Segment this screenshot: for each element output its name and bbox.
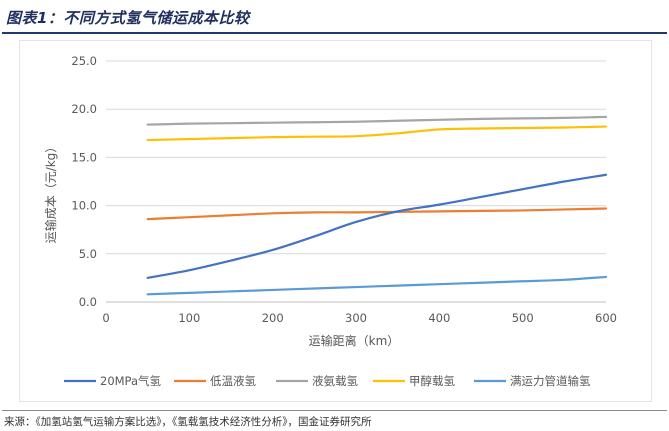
x-tick-label: 0 <box>102 311 109 325</box>
legend-item-4: 满运力管道输氢 <box>474 374 591 388</box>
x-axis-ticks: 0 100 200 300 400 500 600 <box>102 311 617 325</box>
legend-label: 甲醇载氢 <box>409 374 455 388</box>
y-tick-label: 10.0 <box>71 199 97 213</box>
legend-item-1: 低温液氢 <box>174 374 256 388</box>
x-tick-label: 200 <box>262 311 284 325</box>
x-axis-label: 运输距离（km） <box>309 333 400 348</box>
y-axis-label: 运输成本（元/kg） <box>43 141 58 244</box>
legend-label: 20MPa气氢 <box>100 374 162 388</box>
chart-legend: 20MPa气氢 低温液氢 液氨载氢 甲醇载氢 满运力管道输氢 <box>64 374 591 388</box>
x-tick-label: 600 <box>595 311 617 325</box>
series-line-0 <box>146 173 608 279</box>
chart-container: 0.0 5.0 10.0 15.0 20.0 25.0 0 100 200 300 400 500 6… <box>19 40 652 402</box>
y-tick-label: 0.0 <box>79 295 97 309</box>
x-tick-label: 100 <box>178 311 200 325</box>
x-tick-label: 400 <box>428 311 450 325</box>
series-lines <box>146 115 608 296</box>
grid-lines <box>106 60 606 303</box>
series-line-3 <box>146 125 608 142</box>
x-tick-label: 300 <box>345 311 367 325</box>
legend-item-2: 液氨载氢 <box>276 374 358 388</box>
legend-item-0: 20MPa气氢 <box>64 374 162 388</box>
series-line-2 <box>146 115 608 126</box>
y-tick-label: 25.0 <box>71 54 97 68</box>
series-line-1 <box>146 207 608 221</box>
figure-title: 图表1：不同方式氢气储运成本比较 <box>6 9 250 27</box>
legend-label: 满运力管道输氢 <box>510 374 591 388</box>
legend-label: 液氨载氢 <box>312 374 358 388</box>
title-divider <box>2 32 667 34</box>
legend-label: 低温液氢 <box>210 374 256 388</box>
source-note: 来源：《加氢站氢气运输方案比选》，《氢载氢技术经济性分析》，国金证券研究所 <box>4 416 372 428</box>
y-tick-label: 20.0 <box>71 102 97 116</box>
y-tick-label: 15.0 <box>71 150 97 164</box>
figure-header: 图表1：不同方式氢气储运成本比较 <box>0 0 669 32</box>
y-axis-ticks: 0.0 5.0 10.0 15.0 20.0 25.0 <box>71 54 97 309</box>
source-divider <box>2 410 667 411</box>
legend-item-3: 甲醇载氢 <box>373 374 455 388</box>
y-tick-label: 5.0 <box>79 247 97 261</box>
series-line-4 <box>146 275 608 296</box>
line-chart: 0.0 5.0 10.0 15.0 20.0 25.0 0 100 200 300 400 500 6… <box>43 54 617 388</box>
x-tick-label: 500 <box>512 311 534 325</box>
